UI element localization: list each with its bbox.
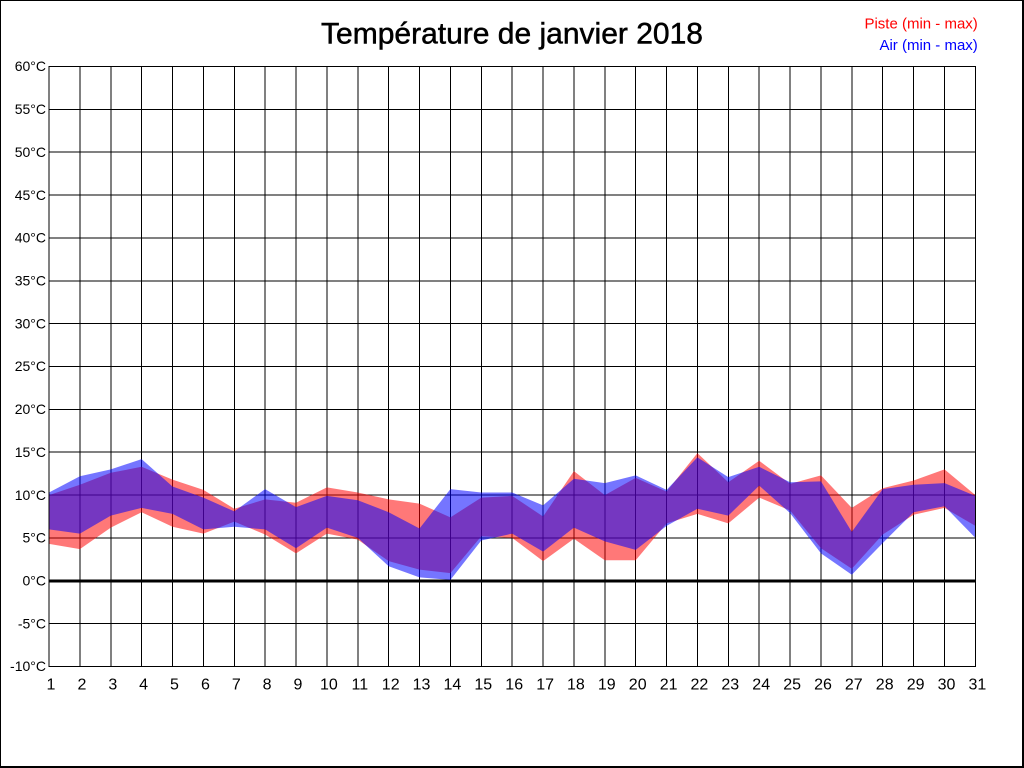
svg-text:55°C: 55°C: [15, 101, 46, 117]
svg-text:35°C: 35°C: [15, 273, 46, 289]
svg-text:22: 22: [691, 677, 709, 694]
svg-text:45°C: 45°C: [15, 187, 46, 203]
svg-text:30: 30: [938, 677, 956, 694]
svg-text:Air (min - max): Air (min - max): [879, 37, 977, 54]
svg-text:31: 31: [969, 677, 987, 694]
svg-text:-10°C: -10°C: [10, 658, 46, 674]
svg-text:25: 25: [783, 677, 801, 694]
svg-text:26: 26: [814, 677, 832, 694]
svg-text:Piste (min - max): Piste (min - max): [864, 15, 977, 32]
svg-text:40°C: 40°C: [15, 230, 46, 246]
svg-text:24: 24: [752, 677, 770, 694]
svg-text:5°C: 5°C: [23, 530, 47, 546]
svg-text:28: 28: [876, 677, 894, 694]
svg-text:13: 13: [413, 677, 431, 694]
svg-text:20: 20: [629, 677, 647, 694]
svg-text:23: 23: [721, 677, 739, 694]
svg-text:Température de janvier 2018: Température de janvier 2018: [321, 18, 703, 51]
svg-text:18: 18: [567, 677, 585, 694]
svg-text:8: 8: [263, 677, 272, 694]
svg-text:11: 11: [351, 677, 368, 694]
svg-text:12: 12: [382, 677, 400, 694]
svg-text:16: 16: [505, 677, 523, 694]
svg-text:9: 9: [294, 677, 303, 694]
svg-text:0°C: 0°C: [23, 573, 47, 589]
svg-text:27: 27: [845, 677, 863, 694]
svg-text:50°C: 50°C: [15, 144, 46, 160]
svg-text:25°C: 25°C: [15, 358, 46, 374]
svg-text:15°C: 15°C: [15, 444, 46, 460]
svg-text:14: 14: [444, 677, 462, 694]
svg-text:10: 10: [320, 677, 338, 694]
svg-text:15: 15: [474, 677, 492, 694]
svg-text:2: 2: [77, 677, 86, 694]
svg-text:3: 3: [108, 677, 117, 694]
svg-text:19: 19: [598, 677, 616, 694]
svg-text:21: 21: [660, 677, 678, 694]
svg-text:7: 7: [232, 677, 241, 694]
svg-text:20°C: 20°C: [15, 401, 46, 417]
svg-text:17: 17: [536, 677, 554, 694]
svg-text:6: 6: [201, 677, 210, 694]
svg-text:29: 29: [907, 677, 925, 694]
svg-text:-5°C: -5°C: [18, 615, 46, 631]
svg-text:1: 1: [47, 677, 56, 694]
svg-text:60°C: 60°C: [15, 58, 46, 74]
svg-text:5: 5: [170, 677, 179, 694]
svg-text:4: 4: [139, 677, 148, 694]
svg-text:30°C: 30°C: [15, 315, 46, 331]
svg-text:10°C: 10°C: [15, 487, 46, 503]
